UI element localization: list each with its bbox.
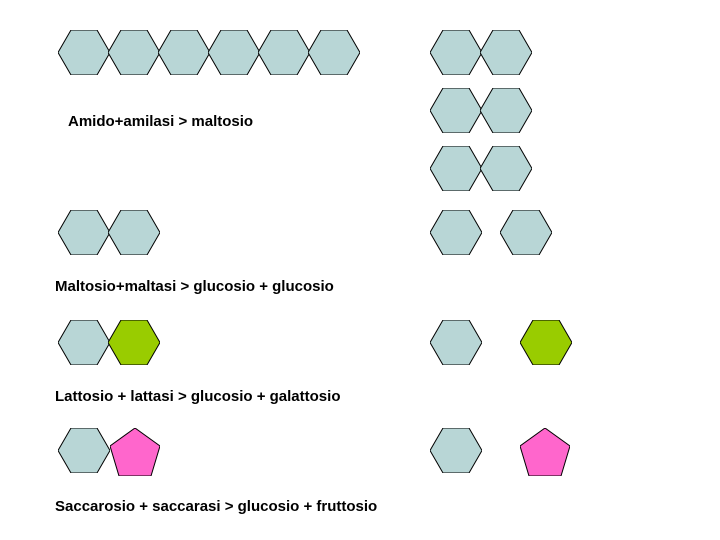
hexagon-shape [58,210,110,255]
reaction-label: Maltosio+maltasi > glucosio + glucosio [55,278,334,295]
reaction-label: Saccarosio + saccarasi > glucosio + frut… [55,498,377,515]
hexagon-shape [58,320,110,365]
hexagon-shape [108,210,160,255]
pentagon-shape [520,428,570,476]
hexagon-shape [430,30,482,75]
pentagon-shape [110,428,160,476]
hexagon-shape [430,88,482,133]
hexagon-shape [430,428,482,473]
hexagon-shape [480,88,532,133]
hexagon-shape [308,30,360,75]
reaction-label: Lattosio + lattasi > glucosio + galattos… [55,388,340,405]
hexagon-shape [158,30,210,75]
reaction-label: Amido+amilasi > maltosio [68,113,253,130]
hexagon-shape [208,30,260,75]
hexagon-shape [430,210,482,255]
hexagon-shape [430,146,482,191]
hexagon-shape [520,320,572,365]
hexagon-shape [500,210,552,255]
hexagon-shape [58,30,110,75]
hexagon-shape [58,428,110,473]
hexagon-shape [480,30,532,75]
hexagon-shape [430,320,482,365]
hexagon-shape [108,320,160,365]
hexagon-shape [258,30,310,75]
hexagon-shape [108,30,160,75]
hexagon-shape [480,146,532,191]
